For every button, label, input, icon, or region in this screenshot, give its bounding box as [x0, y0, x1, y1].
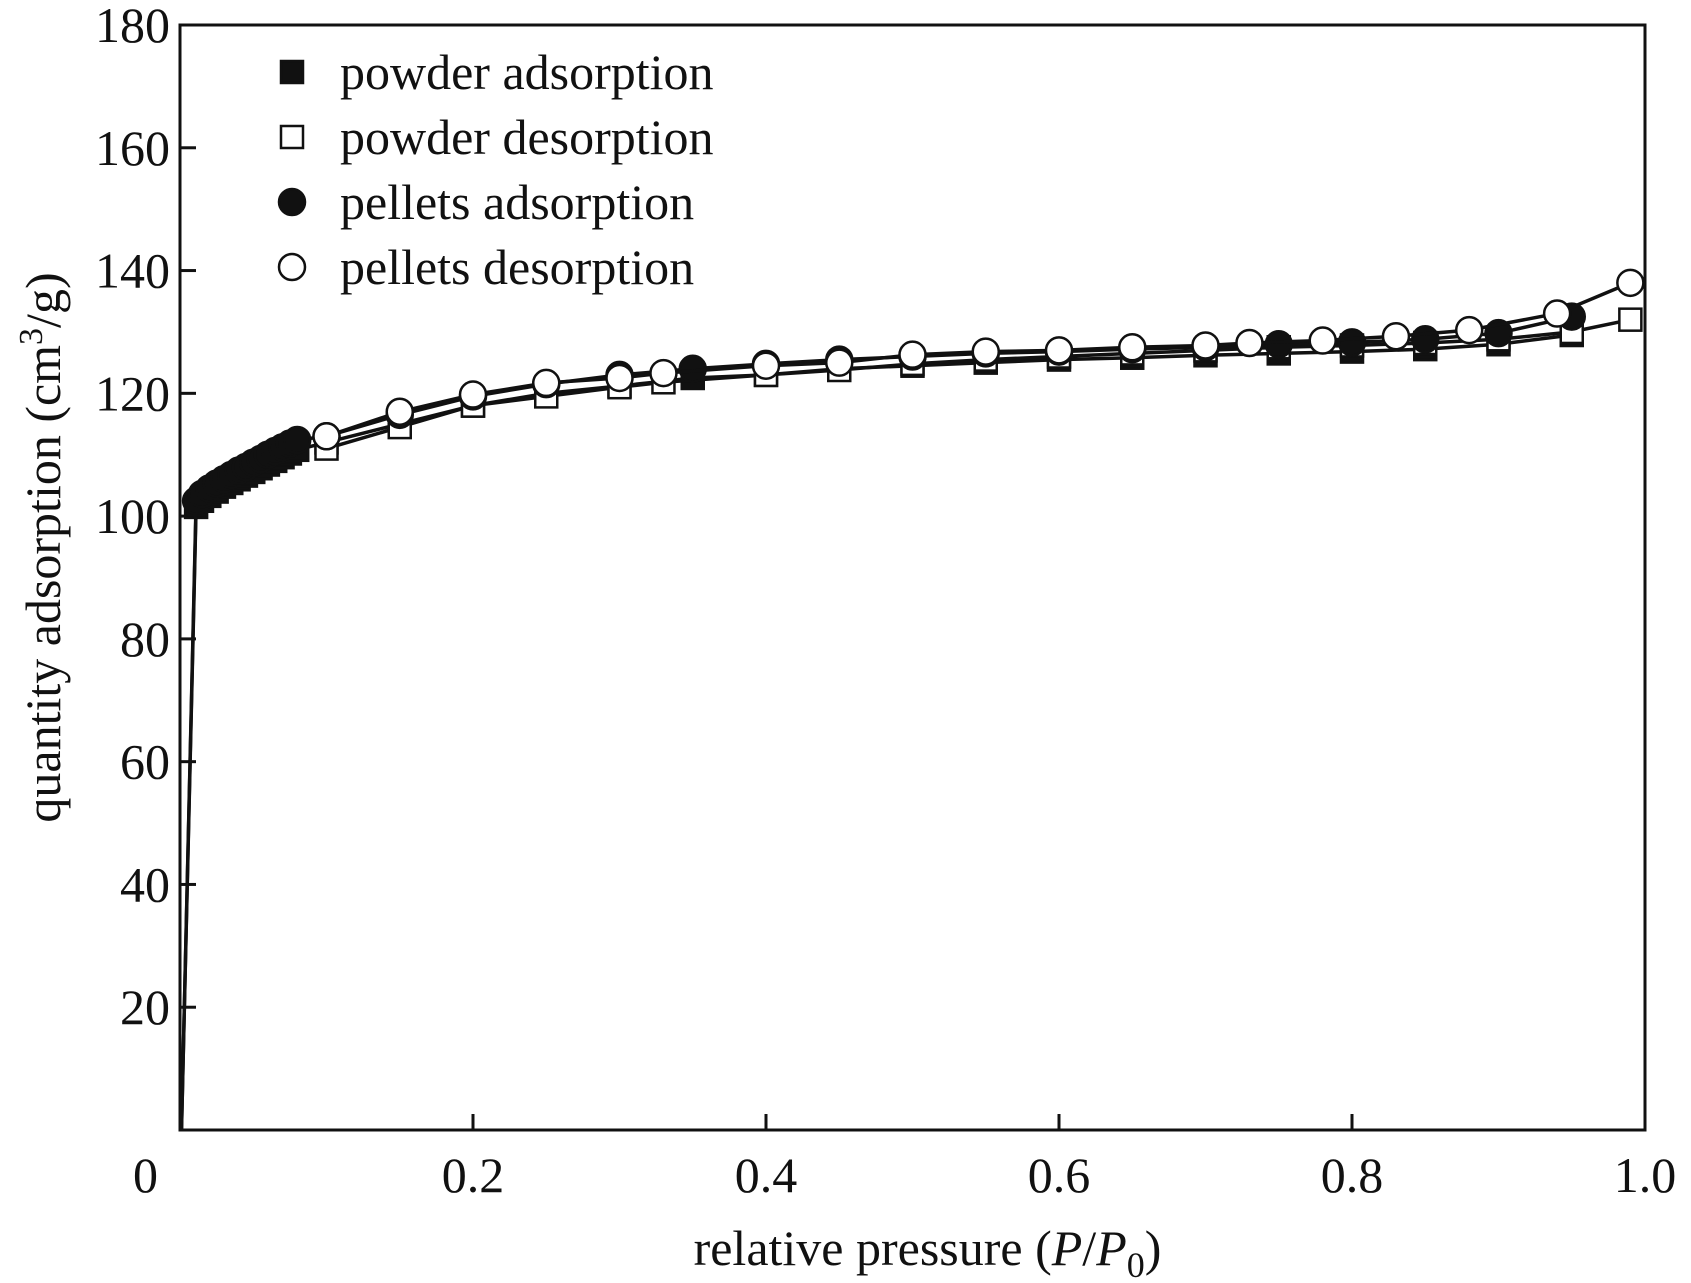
legend-marker-powder-desorption [279, 124, 305, 150]
powder-desorption-point [1618, 307, 1643, 332]
powder-adsorption-series [179, 322, 1584, 1131]
y-tick-label: 60 [120, 734, 170, 790]
legend-item-powder-desorption: powder desorption [279, 109, 714, 165]
pellets-desorption-point [649, 358, 678, 388]
pellets-adsorption-point [1264, 329, 1293, 359]
pellets-adsorption-point [1337, 328, 1367, 357]
x-tick-label: 0.6 [1028, 1147, 1091, 1203]
legend-label: powder adsorption [340, 44, 714, 100]
legend-label: powder desorption [340, 109, 714, 165]
pellets-adsorption-point [282, 425, 312, 455]
legend-label: pellets desorption [340, 239, 694, 295]
tick-layer: 0 0.2 0.4 0.6 0.8 1.0 20 40 60 80 100 120 140 160 180 [95, 0, 1676, 1203]
pellets-desorption-point [1044, 336, 1074, 365]
y-tick-label: 40 [120, 856, 170, 912]
pellets-desorption-point [458, 380, 488, 409]
x-axis-title-subscript: 0 [1127, 1245, 1145, 1283]
x-axis-title-p0: P [1095, 1220, 1127, 1276]
legend-item-pellets-desorption: pellets desorption [277, 239, 694, 295]
series-layer [179, 268, 1645, 1131]
y-axis-title-prefix: quantity adsorption (cm [15, 345, 71, 823]
pellets-desorption-point [605, 363, 634, 393]
pellets-desorption-point [1191, 331, 1220, 360]
y-tick-label: 20 [120, 979, 170, 1035]
y-axis-title-suffix: /g) [15, 272, 71, 328]
legend-item-pellets-adsorption: pellets adsorption [277, 174, 694, 230]
pellets-desorption-point [971, 337, 1000, 366]
pellets-desorption-point [1454, 315, 1484, 345]
legend-label: pellets adsorption [340, 174, 694, 230]
y-tick-label: 140 [95, 243, 170, 299]
y-tick-label: 160 [95, 120, 170, 176]
x-axis-title-p: P [1051, 1220, 1083, 1276]
x-tick-label: 0.4 [735, 1147, 798, 1203]
x-axis-title-suffix: ) [1145, 1220, 1162, 1276]
pellets-desorption-point [312, 422, 341, 451]
y-tick-label: 80 [120, 611, 170, 667]
y-axis-title-superscript: 3 [13, 328, 50, 345]
x-tick-label: 0 [133, 1147, 158, 1203]
x-axis-title: relative pressure (P/P0) [694, 1220, 1162, 1283]
pellets-desorption-point [1235, 328, 1264, 358]
x-axis-title-slash: / [1082, 1220, 1096, 1276]
pellets-desorption-series [312, 268, 1645, 451]
pellets-desorption-point [898, 340, 927, 369]
pellets-adsorption-point [1411, 325, 1440, 354]
legend-marker-pellets-desorption [277, 252, 307, 282]
legend-marker-powder-adsorption [279, 59, 305, 85]
x-tick-label: 0.8 [1321, 1147, 1384, 1203]
x-axis-title-prefix: relative pressure ( [694, 1220, 1052, 1276]
y-tick-label: 120 [95, 365, 170, 421]
x-tick-label: 0.2 [442, 1147, 505, 1203]
pellets-desorption-point [532, 368, 561, 398]
pellets-desorption-point [385, 397, 414, 426]
pellets-desorption-point [825, 348, 854, 377]
pellets-desorption-point [1118, 333, 1147, 362]
pellets-desorption-point [1381, 321, 1411, 351]
pellets-desorption-point [1616, 268, 1645, 298]
plot-frame [178, 23, 1647, 1132]
legend-marker-pellets-adsorption [277, 187, 307, 217]
powder-adsorption-line [179, 333, 1573, 1131]
x-tick-label: 1.0 [1614, 1147, 1677, 1203]
pellets-desorption-point [1308, 326, 1337, 355]
y-axis-title: quantity adsorption (cm3/g) [13, 272, 71, 822]
y-tick-label: 180 [95, 0, 170, 53]
y-tick-label: 100 [95, 488, 170, 544]
legend-item-powder-adsorption: powder adsorption [279, 44, 714, 100]
pellets-desorption-point [1542, 299, 1572, 328]
pellets-desorption-point [751, 351, 781, 380]
legend: powder adsorption powder desorption pellet… [277, 44, 714, 295]
